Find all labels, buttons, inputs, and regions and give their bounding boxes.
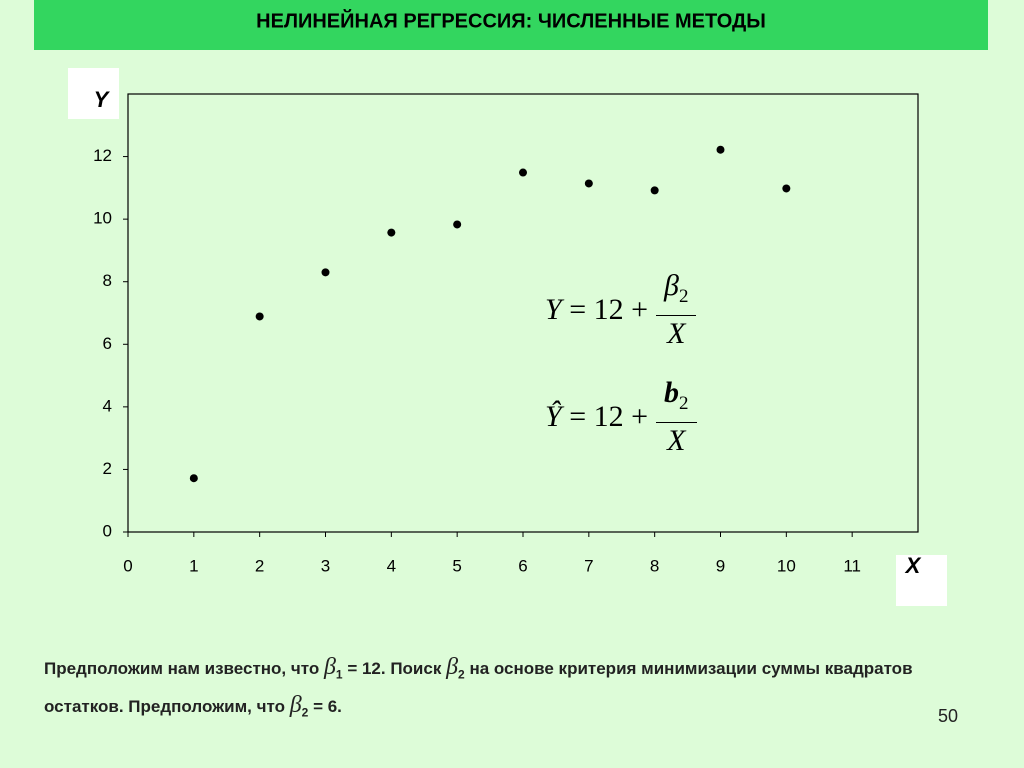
point <box>255 312 264 321</box>
point <box>716 145 725 154</box>
x-tick-label: 9 <box>716 556 725 575</box>
equation-sub: 2 <box>679 393 689 414</box>
chart-title: НЕЛИНЕЙНАЯ РЕГРЕССИЯ: ЧИСЛЕННЫЕ МЕТОДЫ <box>256 8 766 32</box>
equation-den: X <box>667 424 686 457</box>
note-symbol: β <box>446 654 459 680</box>
point <box>387 228 396 237</box>
x-tick-label: 3 <box>321 556 330 575</box>
y-axis-label: Y <box>94 87 111 112</box>
x-tick-label: 1 <box>189 556 198 575</box>
plot-frame <box>127 93 919 533</box>
note-symbol: β <box>289 692 302 719</box>
y-tick-label: 2 <box>103 459 112 478</box>
note-text: Предположим нам известно, что <box>44 659 324 678</box>
x-tick-label: 7 <box>584 556 593 575</box>
y-tick-label: 8 <box>103 271 112 290</box>
x-tick-label: 0 <box>123 556 132 575</box>
y-tick-label: 12 <box>93 146 112 165</box>
equation: Y = 12 + β2 X <box>545 268 697 352</box>
y-tick-label: 10 <box>93 209 112 228</box>
note-text: на основе критерия минимизации суммы ква… <box>44 659 913 717</box>
x-tick-label: 2 <box>255 556 264 575</box>
x-tick-label: 10 <box>777 556 796 575</box>
equation-sub: 2 <box>678 286 689 307</box>
y-tick-label: 6 <box>103 334 112 353</box>
equation-num: b <box>664 376 680 409</box>
point <box>650 186 659 195</box>
note: Предположим нам известно, что β1 = 12. П… <box>44 652 924 729</box>
x-tick-label: 6 <box>518 556 527 575</box>
y-tick-label: 4 <box>103 396 112 415</box>
note-text: = 12. Поиск <box>342 659 447 678</box>
equation-num: β <box>664 269 679 302</box>
note-symbol: β <box>323 654 336 680</box>
x-label-box <box>896 555 947 606</box>
note-text: = 6. <box>308 697 342 717</box>
note-sub: 2 <box>301 705 309 720</box>
x-tick-label: 5 <box>452 556 461 575</box>
point <box>584 179 593 188</box>
x-tick-label: 8 <box>650 556 659 575</box>
title-bar <box>34 0 988 50</box>
equation-lhs: Ŷ <box>545 400 562 433</box>
y-label-box <box>68 68 119 119</box>
point <box>189 474 198 483</box>
equation-rhs: = 12 + <box>569 400 649 433</box>
equation: Ŷ = 12 + b2 X <box>545 375 697 459</box>
note-sub: 2 <box>458 667 465 682</box>
y-tick-label: 0 <box>103 521 112 540</box>
note-sub: 1 <box>335 667 343 682</box>
point <box>321 268 330 277</box>
page-number: 50 <box>938 706 959 726</box>
point <box>519 168 527 177</box>
point <box>453 220 462 229</box>
equation-den: X <box>667 317 686 350</box>
point <box>782 184 791 193</box>
equation-rhs: = 12 + <box>569 293 649 326</box>
x-tick-label: 4 <box>387 556 396 575</box>
x-tick-label: 11 <box>843 556 861 575</box>
x-axis-label: X <box>904 553 922 578</box>
equation-lhs: Y <box>545 293 562 326</box>
